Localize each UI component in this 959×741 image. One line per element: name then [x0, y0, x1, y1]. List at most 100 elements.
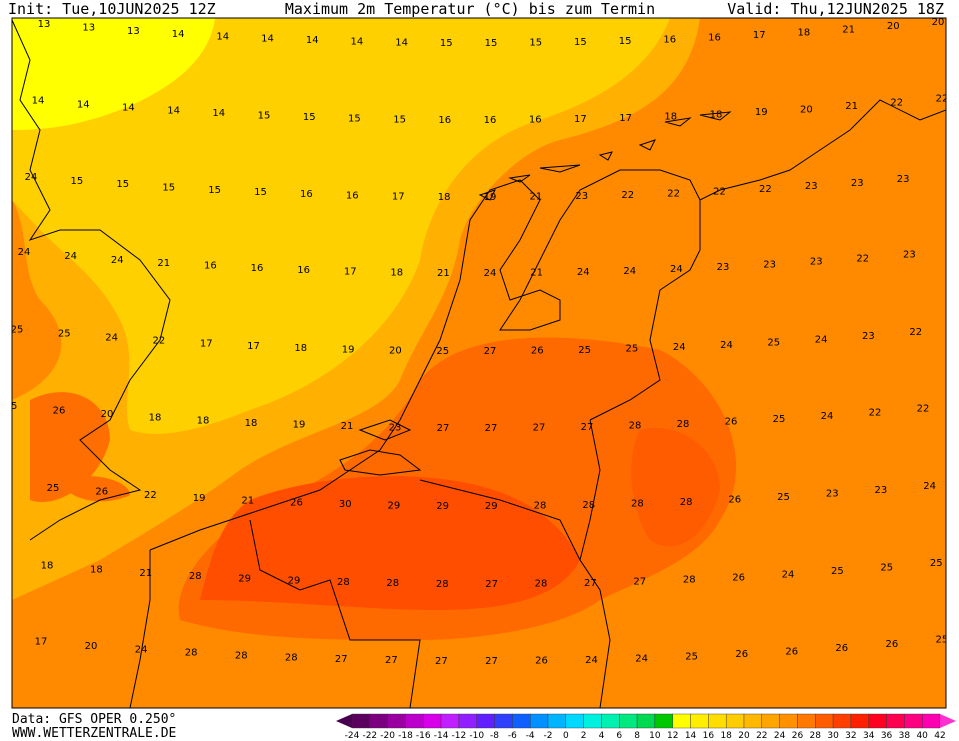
temp-label: 28 [677, 419, 690, 430]
temp-label: 22 [713, 186, 726, 197]
temp-label: 24 [923, 481, 936, 492]
colorbar-box [565, 713, 584, 729]
borders [129, 200, 701, 708]
colorbar-high [940, 714, 956, 728]
temp-label: 17 [753, 30, 766, 41]
colorbar-tick-label: -10 [469, 731, 484, 741]
temp-label: 25 [626, 344, 639, 355]
islands [478, 111, 732, 201]
temp-label: 16 [251, 263, 264, 274]
colorbar-tick-label: 34 [863, 731, 875, 741]
temp-label: 16 [663, 34, 676, 45]
colorbar-box [405, 713, 424, 729]
temp-label: 22 [144, 490, 157, 501]
colorbar-box [583, 713, 602, 729]
colorbar-box [476, 713, 495, 729]
temp-label: 22 [667, 188, 680, 199]
temp-label: 22 [759, 184, 772, 195]
colorbar-tick-label: 24 [774, 731, 786, 741]
temp-label: 25 [58, 329, 71, 340]
temp-label: 16 [204, 261, 217, 272]
temp-label: 20 [800, 104, 813, 115]
temp-label: 28 [683, 575, 696, 586]
data-source: Data: GFS OPER 0.250° [12, 712, 176, 727]
temp-label: 19 [755, 107, 768, 118]
temp-label: 27 [484, 346, 497, 357]
colorbar-tick-label: -8 [490, 731, 499, 741]
temp-label: 24 [111, 255, 124, 266]
temp-label: 29 [388, 500, 401, 511]
field-hot-spot [631, 428, 720, 547]
colorbar-box [904, 713, 923, 729]
colorbar-tick-label: 16 [703, 731, 715, 741]
temp-label: 28 [185, 648, 198, 659]
field-yellow [12, 18, 670, 434]
temp-label: 17 [344, 266, 357, 277]
temp-label: 20 [85, 641, 98, 652]
colorbar-tick-label: 4 [599, 731, 605, 741]
temp-label: 23 [897, 174, 910, 185]
temp-label: 22 [917, 403, 930, 414]
coastline-continent [149, 99, 946, 551]
temp-label: 25 [930, 558, 943, 569]
colorbar-tick-label: -12 [452, 731, 467, 741]
temp-label: 18 [41, 560, 54, 571]
temp-label: 20 [932, 17, 945, 28]
temp-label: 24 [25, 172, 38, 183]
temp-label: 23 [763, 260, 776, 271]
colorbar-box [458, 713, 477, 729]
colorbar-tick-label: 36 [881, 731, 893, 741]
temp-label: 13 [82, 23, 95, 34]
temp-label: 24 [815, 334, 828, 345]
colorbar-box [369, 713, 388, 729]
temp-label: 19 [293, 420, 306, 431]
colorbar-box [619, 713, 638, 729]
temp-label: 17 [619, 113, 632, 124]
temp-label: 15 [348, 113, 361, 124]
temp-label: 14 [167, 106, 180, 117]
colorbar-tick-label: 8 [634, 731, 640, 741]
colorbar-box [708, 713, 727, 729]
temp-label: 28 [535, 579, 548, 590]
temp-label: 23 [389, 422, 402, 433]
temp-label: 24 [623, 266, 636, 277]
colorbar-box [440, 713, 460, 729]
colorbar-tick-label: -2 [544, 731, 553, 741]
temp-label: 26 [535, 656, 548, 667]
field-uk-warm [30, 392, 130, 502]
temp-label: 27 [485, 656, 498, 667]
temp-label: 21 [241, 496, 254, 507]
temp-label: 29 [238, 573, 251, 584]
temp-label: 16 [529, 115, 542, 126]
temp-label: 15 [162, 182, 175, 193]
temp-label: 18 [710, 109, 723, 120]
temp-label: 22 [890, 98, 903, 109]
temp-label: 23 [903, 250, 916, 261]
colorbar-tick-label: 20 [738, 731, 750, 741]
temp-label: 18 [197, 415, 210, 426]
temp-label: 27 [581, 422, 594, 433]
colorbar-tick-label: 18 [720, 731, 732, 741]
temp-label: 18 [798, 28, 811, 39]
temp-label: 16 [708, 33, 721, 44]
temp-label: 14 [261, 33, 274, 44]
temp-label: 21 [437, 268, 450, 279]
colorbar-box [654, 713, 673, 729]
colorbar-box [547, 713, 567, 729]
colorbar-box [797, 713, 816, 729]
temp-label: 15 [574, 37, 587, 48]
coastline-uk [12, 19, 171, 541]
temp-label: 22 [153, 336, 166, 347]
temp-label: 23 [826, 489, 839, 500]
temp-label: 24 [585, 655, 598, 666]
temp-label: 28 [386, 578, 399, 589]
temp-label: 25 [685, 652, 698, 663]
temp-label: 23 [575, 191, 588, 202]
colorbar-tick-label: -22 [362, 731, 377, 741]
temp-label: 15 [116, 179, 129, 190]
temp-label: 19 [342, 344, 355, 355]
colorbar-box [387, 713, 406, 729]
temp-label: 28 [582, 500, 595, 511]
temp-label: 27 [633, 576, 646, 587]
